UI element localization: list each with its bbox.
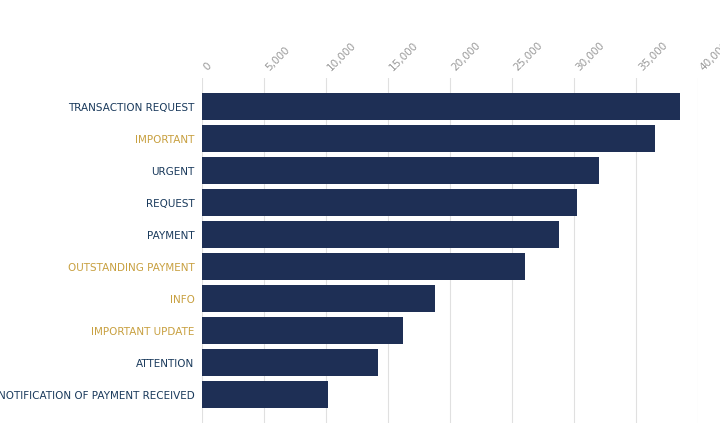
Bar: [202, 93, 680, 120]
Bar: [202, 381, 328, 408]
Bar: [202, 157, 599, 184]
Bar: [202, 125, 655, 152]
Bar: [202, 286, 435, 311]
Bar: [202, 318, 402, 344]
Bar: [202, 254, 524, 280]
Bar: [202, 349, 378, 376]
Bar: [202, 190, 577, 216]
Bar: [202, 222, 559, 248]
